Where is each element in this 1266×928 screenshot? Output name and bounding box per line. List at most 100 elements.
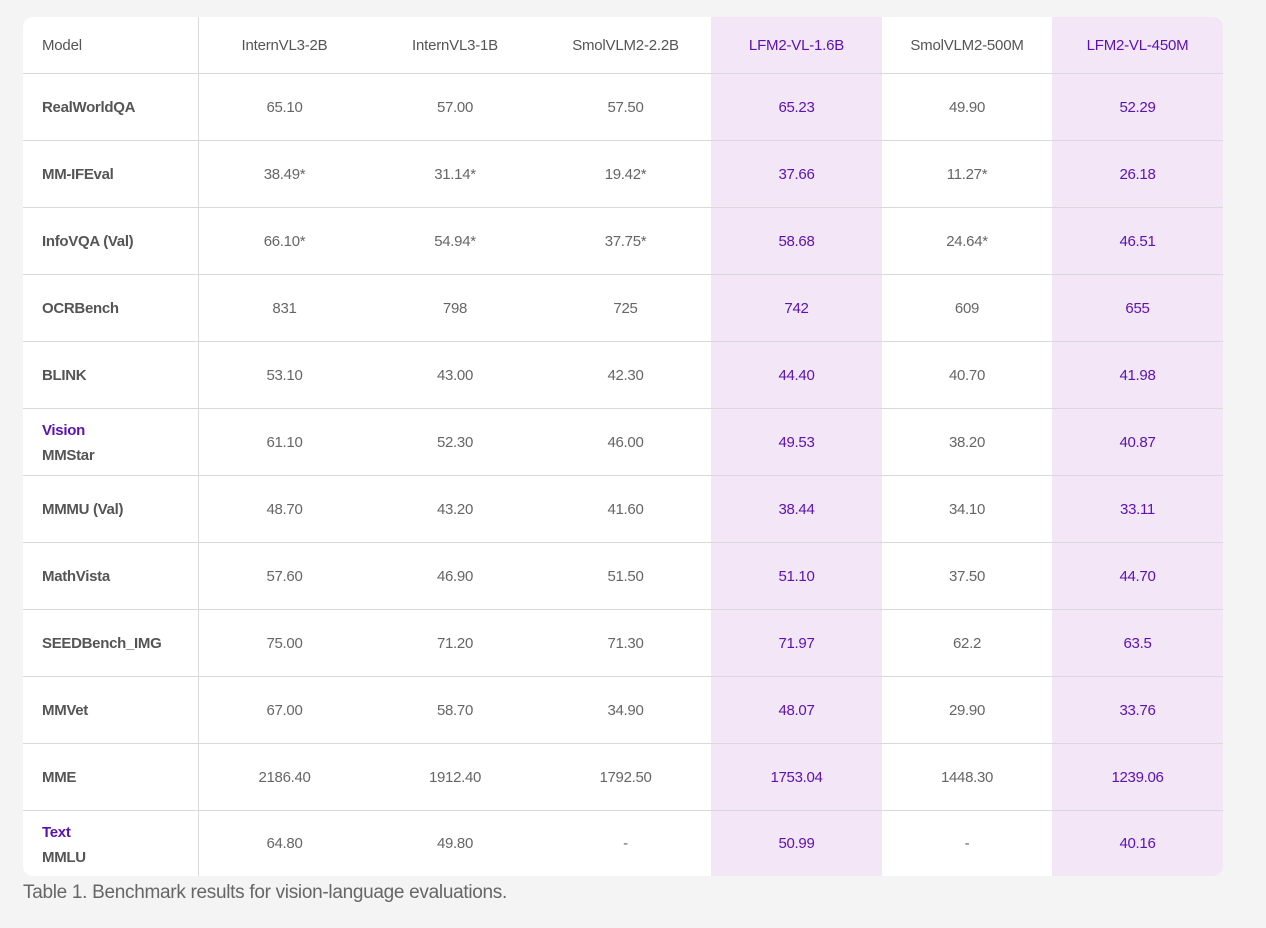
score-cell: 1912.40	[370, 744, 540, 811]
score-cell: 19.42*	[540, 141, 711, 208]
score-cell: 11.27*	[882, 141, 1052, 208]
benchmark-cell: Vision MMStar	[23, 409, 199, 476]
benchmark-cell: BLINK	[23, 342, 199, 409]
score-cell: 49.53	[711, 409, 882, 476]
score-cell: 64.80	[266, 835, 303, 852]
benchmark-cell: Text MMLU	[23, 811, 199, 876]
score-cell: 24.64*	[882, 208, 1052, 275]
benchmark-name: MM-IFEval	[42, 165, 114, 183]
benchmark-table-container: Model InternVL3-2B InternVL3-1B SmolVLM2-2…	[23, 17, 1223, 876]
score-cell: 1448.30	[882, 744, 1052, 811]
benchmark-name: MME	[42, 768, 77, 786]
score-cell: 38.44	[711, 476, 882, 543]
score-cell: 50.99	[711, 811, 882, 876]
score-cell: 33.11	[1052, 476, 1223, 543]
score-cell: 41.98	[1052, 342, 1223, 409]
table-row: Text MMLU 64.80 49.80 - 50.99 - 40.16	[23, 811, 1223, 876]
score-cell: 40.16	[1052, 811, 1223, 876]
score-cell: 37.75*	[540, 208, 711, 275]
score-cell: 43.20	[370, 476, 540, 543]
score-cell: -	[964, 835, 970, 852]
score-cell: 798	[370, 275, 540, 342]
table-caption: Table 1. Benchmark results for vision-la…	[23, 882, 507, 903]
score-cell: 57.50	[540, 74, 711, 141]
score-cell: 831	[199, 275, 370, 342]
score-cell: 53.10	[199, 342, 370, 409]
table-row: MME 2186.40 1912.40 1792.50 1753.04 1448.30 12…	[23, 744, 1223, 811]
score-cell: 43.00	[370, 342, 540, 409]
score-cell: 725	[540, 275, 711, 342]
score-cell: 1792.50	[540, 744, 711, 811]
score-cell: 71.97	[711, 610, 882, 677]
benchmark-cell: MathVista	[23, 543, 199, 610]
benchmark-name: MMMU (Val)	[42, 500, 124, 518]
header-column: SmolVLM2-500M	[882, 17, 1052, 74]
benchmark-name: MMStar	[42, 447, 95, 464]
score-cell: 71.20	[370, 610, 540, 677]
score-cell: 51.10	[711, 543, 882, 610]
header-column: LFM2-VL-1.6B	[711, 17, 882, 74]
score-cell: 49.90	[882, 74, 1052, 141]
score-cell: 57.00	[370, 74, 540, 141]
benchmark-cell: MME	[23, 744, 199, 811]
score-cell: 655	[1052, 275, 1223, 342]
benchmark-cell: SEEDBench_IMG	[23, 610, 199, 677]
score-cell: 31.14*	[370, 141, 540, 208]
benchmark-cell: InfoVQA (Val)	[23, 208, 199, 275]
table-row: BLINK 53.10 43.00 42.30 44.40 40.70 41.98	[23, 342, 1223, 409]
score-cell: 742	[711, 275, 882, 342]
table-row: MMMU (Val) 48.70 43.20 41.60 38.44 34.10 33.11	[23, 476, 1223, 543]
score-cell: 34.90	[540, 677, 711, 744]
benchmark-name: RealWorldQA	[42, 98, 136, 116]
score-cell: 65.10	[199, 74, 370, 141]
benchmark-name: BLINK	[42, 366, 87, 384]
header-model: Model	[23, 17, 199, 74]
score-cell: 57.60	[199, 543, 370, 610]
benchmark-cell: RealWorldQA	[23, 74, 199, 141]
score-cell: 52.29	[1052, 74, 1223, 141]
score-cell: 52.30	[370, 409, 540, 476]
score-cell: 2186.40	[199, 744, 370, 811]
score-cell: 46.90	[370, 543, 540, 610]
score-cell: 1239.06	[1052, 744, 1223, 811]
table-row: SEEDBench_IMG 75.00 71.20 71.30 71.97 62.2 63.…	[23, 610, 1223, 677]
header-column: LFM2-VL-450M	[1052, 17, 1223, 74]
benchmark-name: MMLU	[42, 848, 86, 866]
table-row: MMVet 67.00 58.70 34.90 48.07 29.90 33.76	[23, 677, 1223, 744]
benchmark-name: MMVet	[42, 701, 89, 719]
score-cell: 38.49*	[199, 141, 370, 208]
header-row: Model InternVL3-2B InternVL3-1B SmolVLM2-2…	[23, 17, 1223, 74]
table-body: RealWorldQA 65.10 57.00 57.50 65.23 49.90 52.2…	[23, 74, 1223, 876]
score-cell: 62.2	[882, 610, 1052, 677]
score-cell: 46.00	[540, 409, 711, 476]
benchmark-name: InfoVQA (Val)	[42, 232, 134, 250]
score-cell: 38.20	[882, 409, 1052, 476]
score-cell: 44.70	[1052, 543, 1223, 610]
score-cell: 58.68	[711, 208, 882, 275]
score-cell: 41.60	[540, 476, 711, 543]
benchmark-name: SEEDBench_IMG	[42, 634, 162, 652]
score-cell: 40.70	[882, 342, 1052, 409]
group-label: Text	[42, 823, 71, 841]
score-cell: 1753.04	[711, 744, 882, 811]
score-cell: 61.10	[199, 409, 370, 476]
header-column: InternVL3-1B	[370, 17, 540, 74]
score-cell: 33.76	[1052, 677, 1223, 744]
score-cell: 65.23	[711, 74, 882, 141]
score-cell: 58.70	[370, 677, 540, 744]
benchmark-cell: MMVet	[23, 677, 199, 744]
table-row: InfoVQA (Val) 66.10* 54.94* 37.75* 58.68 24.6…	[23, 208, 1223, 275]
score-cell: 63.5	[1052, 610, 1223, 677]
score-cell: 44.40	[711, 342, 882, 409]
score-cell: 609	[882, 275, 1052, 342]
table-header: Model InternVL3-2B InternVL3-1B SmolVLM2-2…	[23, 17, 1223, 74]
benchmark-cell: MM-IFEval	[23, 141, 199, 208]
benchmark-cell: MMMU (Val)	[23, 476, 199, 543]
score-cell: 37.66	[711, 141, 882, 208]
score-cell: 40.87	[1052, 409, 1223, 476]
benchmark-name: MathVista	[42, 567, 110, 585]
score-cell: 34.10	[882, 476, 1052, 543]
table-row: MM-IFEval 38.49* 31.14* 19.42* 37.66 11.27* 26…	[23, 141, 1223, 208]
table-row: MathVista 57.60 46.90 51.50 51.10 37.50 44.70	[23, 543, 1223, 610]
score-cell: 67.00	[199, 677, 370, 744]
